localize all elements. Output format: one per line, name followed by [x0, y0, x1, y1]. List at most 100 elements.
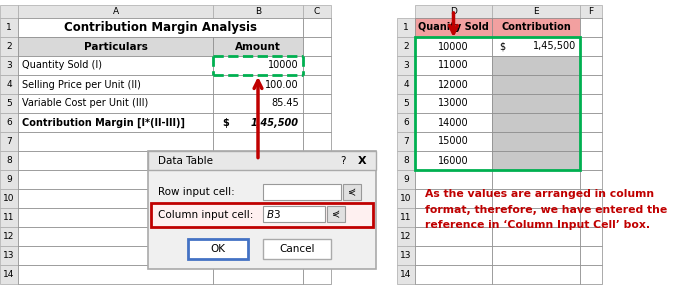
Text: Particulars: Particulars — [84, 42, 148, 51]
Bar — [492, 151, 580, 170]
Bar — [0, 18, 18, 37]
Text: B: B — [255, 7, 261, 16]
Bar — [0, 265, 18, 284]
Bar — [397, 170, 415, 189]
Bar — [0, 113, 18, 132]
Bar — [151, 203, 373, 227]
Bar — [263, 184, 341, 200]
Bar — [18, 208, 213, 227]
Text: D: D — [450, 7, 457, 16]
Bar — [213, 5, 303, 18]
Text: Data Table: Data Table — [158, 156, 213, 165]
Bar — [303, 151, 331, 170]
Bar — [397, 94, 415, 113]
Text: 15000: 15000 — [438, 136, 469, 147]
Text: E: E — [533, 7, 539, 16]
Text: 10: 10 — [3, 194, 15, 203]
Bar — [213, 113, 303, 132]
Text: 13000: 13000 — [438, 98, 469, 109]
Text: 8: 8 — [6, 156, 12, 165]
Bar — [415, 75, 492, 94]
Bar — [303, 189, 331, 208]
Bar — [303, 56, 331, 75]
Bar — [0, 75, 18, 94]
Text: 6: 6 — [6, 118, 12, 127]
Bar — [415, 189, 492, 208]
Text: Amount: Amount — [235, 42, 281, 51]
Bar — [18, 265, 213, 284]
Bar — [415, 208, 492, 227]
Bar — [343, 184, 361, 200]
Text: 5: 5 — [403, 99, 409, 108]
Text: $: $ — [499, 42, 505, 51]
Text: 3: 3 — [403, 61, 409, 70]
Bar — [303, 265, 331, 284]
Text: 10000: 10000 — [438, 42, 469, 51]
Bar — [492, 5, 580, 18]
Text: Quantity Sold (I): Quantity Sold (I) — [22, 60, 102, 71]
Bar — [492, 208, 580, 227]
Bar — [580, 56, 602, 75]
Text: 7: 7 — [6, 137, 12, 146]
Bar — [415, 5, 492, 18]
Bar — [492, 227, 580, 246]
Text: 5: 5 — [6, 99, 12, 108]
Bar — [492, 18, 580, 37]
Bar — [18, 151, 213, 170]
Text: 11000: 11000 — [438, 60, 469, 71]
Text: 16000: 16000 — [438, 156, 469, 165]
Text: As the values are arranged in column
format, therefore, we have entered the
refe: As the values are arranged in column for… — [425, 189, 667, 230]
Bar — [213, 265, 303, 284]
Bar — [415, 132, 492, 151]
Bar — [0, 5, 18, 18]
Bar — [397, 208, 415, 227]
Bar — [303, 18, 331, 37]
Bar — [18, 132, 213, 151]
Bar — [0, 246, 18, 265]
Bar — [18, 94, 213, 113]
Bar — [397, 189, 415, 208]
Text: Contribution Margin Analysis: Contribution Margin Analysis — [64, 21, 257, 34]
Bar — [303, 75, 331, 94]
Bar — [415, 37, 492, 56]
Bar — [0, 227, 18, 246]
Text: ⋞: ⋞ — [348, 187, 356, 197]
Bar — [580, 189, 602, 208]
Text: 12: 12 — [401, 232, 411, 241]
Bar — [18, 227, 213, 246]
Bar — [580, 75, 602, 94]
Bar — [415, 151, 492, 170]
Text: 13: 13 — [401, 251, 412, 260]
Bar — [415, 227, 492, 246]
Bar — [580, 113, 602, 132]
Bar — [415, 170, 492, 189]
Bar — [397, 246, 415, 265]
Bar — [492, 37, 580, 56]
Bar — [303, 94, 331, 113]
Bar — [580, 94, 602, 113]
Text: 12000: 12000 — [438, 80, 469, 89]
Bar — [18, 5, 213, 18]
Bar — [303, 246, 331, 265]
Bar — [213, 94, 303, 113]
Bar — [492, 265, 580, 284]
Bar — [397, 113, 415, 132]
Bar — [415, 37, 580, 170]
Text: 2: 2 — [403, 42, 409, 51]
Bar — [303, 113, 331, 132]
Bar — [580, 208, 602, 227]
Bar — [492, 75, 580, 94]
Bar — [580, 246, 602, 265]
Bar — [148, 151, 376, 269]
Text: 1: 1 — [403, 23, 409, 32]
Text: Contribution Margin [I*(II-III)]: Contribution Margin [I*(II-III)] — [22, 117, 185, 128]
Text: 10: 10 — [401, 194, 412, 203]
Bar — [148, 151, 376, 170]
Bar — [303, 170, 331, 189]
Bar — [580, 132, 602, 151]
Bar — [415, 113, 492, 132]
Bar — [415, 18, 492, 37]
Bar — [303, 37, 331, 56]
Text: 4: 4 — [403, 80, 409, 89]
Text: ⋞: ⋞ — [332, 209, 340, 219]
